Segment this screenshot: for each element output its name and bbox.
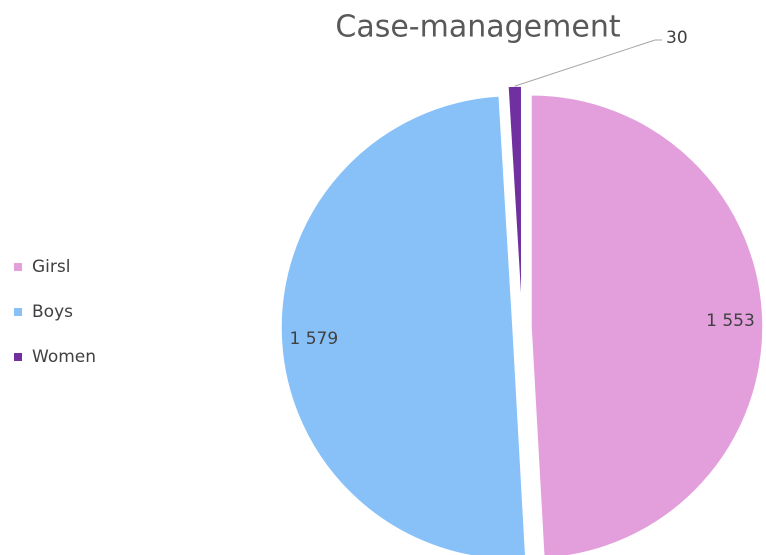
chart-title: Case-management	[335, 10, 620, 45]
pie-slice	[280, 95, 527, 555]
data-label: 30	[666, 28, 688, 48]
legend-swatch	[14, 308, 22, 316]
legend-swatch	[14, 353, 22, 361]
pie-slice	[530, 93, 764, 555]
legend-label: Women	[32, 347, 96, 367]
legend-label: Girsl	[32, 257, 70, 277]
legend-label: Boys	[32, 302, 73, 322]
leader-line	[514, 39, 662, 87]
legend-swatch	[14, 263, 22, 271]
data-label: 1 579	[289, 329, 338, 349]
data-label: 1 553	[706, 311, 755, 331]
